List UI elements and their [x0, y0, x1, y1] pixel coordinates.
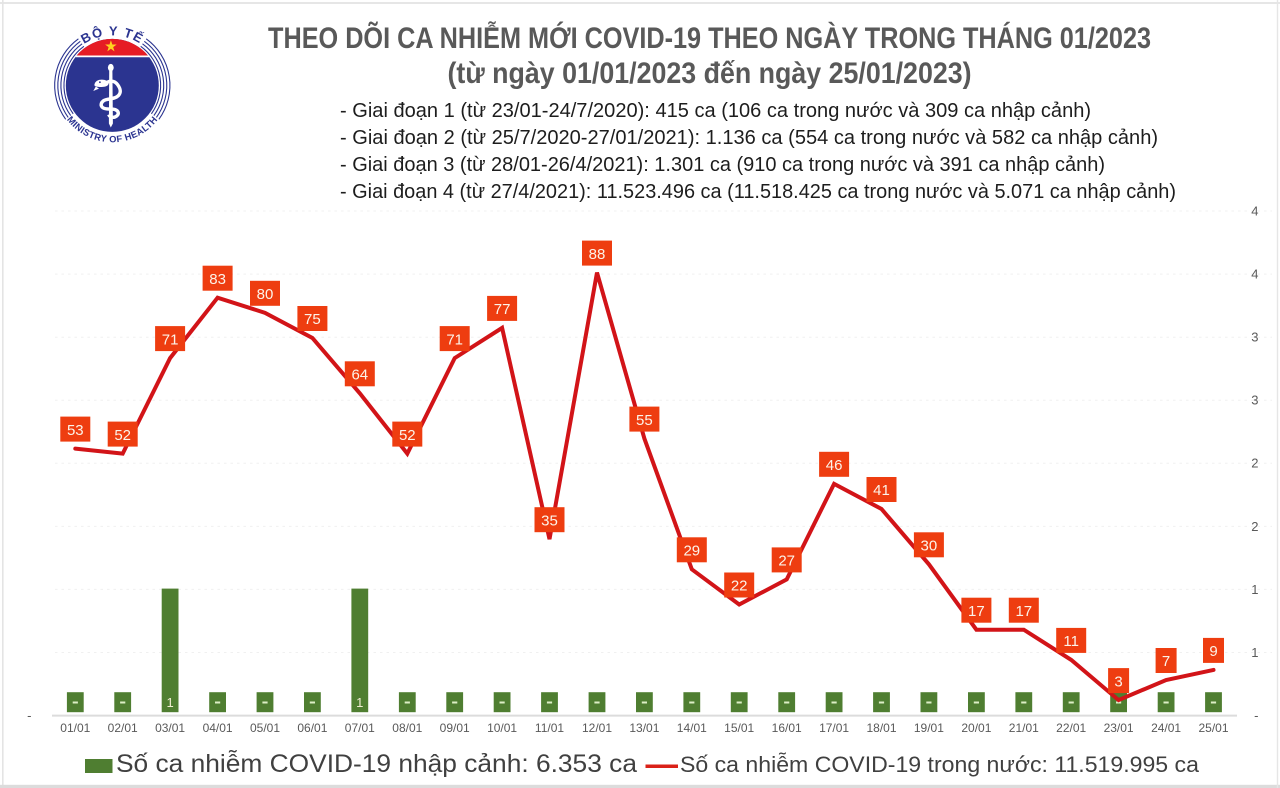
svg-text:75: 75	[304, 311, 321, 328]
svg-text:77: 77	[494, 301, 511, 318]
svg-text:05/01: 05/01	[250, 721, 280, 735]
svg-text:1: 1	[1251, 582, 1258, 597]
svg-text:07/01: 07/01	[345, 721, 375, 735]
svg-text:1: 1	[1251, 645, 1258, 660]
svg-text:22/01: 22/01	[1056, 721, 1086, 735]
svg-text:20/01: 20/01	[961, 721, 991, 735]
svg-text:24/01: 24/01	[1151, 721, 1181, 735]
svg-text:19/01: 19/01	[914, 721, 944, 735]
svg-text:17: 17	[968, 603, 985, 620]
svg-text:1: 1	[356, 695, 363, 710]
svg-text:16/01: 16/01	[772, 721, 802, 735]
svg-text:3: 3	[1114, 673, 1122, 690]
svg-text:4: 4	[1251, 267, 1258, 282]
svg-text:11: 11	[1063, 633, 1079, 650]
svg-text:02/01: 02/01	[108, 721, 138, 735]
svg-text:7: 7	[1162, 653, 1170, 670]
svg-text:08/01: 08/01	[392, 721, 422, 735]
svg-text:17: 17	[1015, 603, 1032, 620]
svg-text:3: 3	[1251, 330, 1258, 345]
svg-text:-: -	[1254, 708, 1258, 723]
svg-text:15/01: 15/01	[724, 721, 754, 735]
svg-text:04/01: 04/01	[203, 721, 233, 735]
svg-text:64: 64	[351, 367, 368, 384]
svg-text:3: 3	[1251, 393, 1258, 408]
svg-text:17/01: 17/01	[819, 721, 849, 735]
svg-text:21/01: 21/01	[1009, 721, 1039, 735]
svg-text:27: 27	[778, 553, 795, 570]
svg-text:2: 2	[1251, 456, 1258, 471]
svg-text:23/01: 23/01	[1104, 721, 1134, 735]
svg-text:52: 52	[399, 427, 416, 444]
svg-text:13/01: 13/01	[629, 721, 659, 735]
svg-text:9: 9	[1209, 643, 1217, 660]
svg-text:71: 71	[446, 331, 463, 348]
svg-text:41: 41	[873, 482, 890, 499]
svg-text:52: 52	[114, 427, 131, 444]
svg-text:25/01: 25/01	[1198, 721, 1228, 735]
svg-text:10/01: 10/01	[487, 721, 517, 735]
svg-text:18/01: 18/01	[866, 721, 896, 735]
svg-text:2: 2	[1251, 519, 1258, 534]
svg-text:30: 30	[921, 538, 938, 555]
svg-text:11/01: 11/01	[535, 721, 564, 735]
svg-text:29: 29	[683, 543, 700, 560]
svg-text:88: 88	[589, 246, 606, 263]
svg-text:53: 53	[67, 422, 84, 439]
svg-text:BỘ Y TẾ: BỘ Y TẾ	[78, 23, 146, 46]
svg-text:14/01: 14/01	[677, 721, 707, 735]
svg-text:22: 22	[731, 578, 748, 595]
svg-text:71: 71	[162, 331, 179, 348]
svg-text:1: 1	[166, 695, 173, 710]
svg-text:-: -	[27, 708, 31, 723]
svg-text:4: 4	[1251, 203, 1258, 218]
svg-text:80: 80	[257, 286, 274, 303]
svg-text:12/01: 12/01	[582, 721, 612, 735]
svg-text:35: 35	[541, 512, 558, 529]
svg-text:83: 83	[209, 271, 226, 288]
svg-text:03/01: 03/01	[155, 721, 185, 735]
svg-text:09/01: 09/01	[440, 721, 470, 735]
svg-text:55: 55	[636, 412, 653, 429]
svg-text:46: 46	[826, 457, 843, 474]
svg-text:01/01: 01/01	[60, 721, 90, 735]
svg-text:06/01: 06/01	[297, 721, 327, 735]
